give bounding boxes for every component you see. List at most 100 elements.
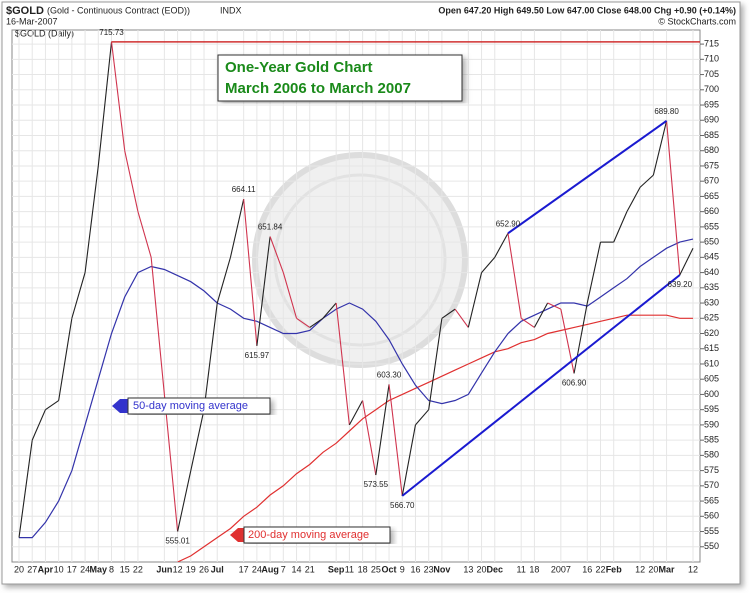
price-segment	[137, 211, 152, 258]
y-tick-label: 640	[704, 267, 719, 277]
x-tick-label: 19	[186, 564, 196, 574]
source: © StockCharts.com	[658, 16, 736, 26]
y-tick-label: 635	[704, 282, 719, 292]
value-label: 664.11	[232, 185, 256, 194]
y-tick-label: 620	[704, 328, 719, 338]
price-segment	[520, 317, 535, 328]
x-tick-label: Apr	[38, 564, 54, 574]
x-tick-label: May	[90, 564, 108, 574]
price-segment	[639, 174, 654, 188]
trend-line	[401, 274, 681, 497]
price-segment	[31, 409, 46, 441]
price-segment	[362, 400, 377, 476]
x-tick-label: 10	[54, 564, 64, 574]
value-label: 689.80	[654, 107, 679, 116]
x-tick-label: 12	[635, 564, 645, 574]
x-tick-label: 13	[463, 564, 473, 574]
y-tick-label: 675	[704, 160, 719, 170]
y-tick-label: 550	[704, 541, 719, 551]
y-tick-label: 660	[704, 206, 719, 216]
price-segment	[243, 199, 258, 346]
price-segment	[163, 394, 179, 532]
price-segment	[256, 236, 271, 346]
x-tick-label: 8	[109, 564, 114, 574]
price-segment	[58, 318, 73, 401]
y-tick-label: 590	[704, 419, 719, 429]
x-tick-label: 7	[281, 564, 286, 574]
x-tick-label: 23	[424, 564, 434, 574]
y-tick-label: 580	[704, 450, 719, 460]
x-tick-label: Nov	[433, 564, 450, 574]
x-tick-label: Oct	[382, 564, 397, 574]
plot-frame	[11, 29, 701, 563]
legend-label: 50-day moving average	[133, 400, 248, 412]
price-segment	[652, 120, 668, 176]
y-tick-label: 715	[704, 38, 719, 48]
panel-label: $GOLD (Daily)	[15, 28, 74, 38]
price-segment	[626, 187, 641, 212]
title-box: One-Year Gold Chart March 2006 to March …	[217, 54, 463, 102]
price-segment	[348, 400, 364, 426]
y-tick-label: 685	[704, 130, 719, 140]
price-segment	[547, 302, 562, 310]
trend-line	[507, 120, 668, 235]
ma50-callout: 50-day moving average	[112, 397, 271, 415]
y-tick-label: 645	[704, 252, 719, 262]
price-segment	[428, 318, 443, 410]
watermark	[252, 152, 468, 368]
value-label: 603.30	[377, 370, 402, 379]
y-tick-label: 680	[704, 145, 719, 155]
price-segment	[401, 424, 417, 496]
x-tick-label: 27	[27, 564, 37, 574]
x-tick-label: Aug	[261, 564, 279, 574]
price-segment	[335, 302, 350, 425]
stats: Open 647.20 High 649.50 Low 647.00 Close…	[438, 5, 736, 15]
price-segment	[269, 236, 284, 273]
x-tick-label: 15	[120, 564, 130, 574]
price-segment	[388, 384, 403, 496]
subtitle: March 2006 to March 2007	[225, 80, 411, 97]
exchange: INDX	[220, 5, 242, 15]
x-tick-label: Sep	[328, 564, 345, 574]
price-segment	[467, 272, 483, 328]
value-label: 555.01	[165, 537, 190, 546]
x-tick-label: 2007	[551, 564, 571, 574]
value-label: 573.55	[364, 480, 389, 489]
ma-line	[177, 314, 693, 562]
y-tick-label: 655	[704, 221, 719, 231]
y-tick-label: 695	[704, 99, 719, 109]
x-tick-label: 17	[239, 564, 249, 574]
price-segment	[613, 211, 628, 243]
x-tick-label: 22	[133, 564, 143, 574]
x-tick-label: 21	[305, 564, 315, 574]
y-tick-label: 585	[704, 435, 719, 445]
price-segment	[84, 165, 99, 273]
ma-line	[19, 238, 694, 539]
x-tick-label: 14	[292, 564, 302, 574]
price-segment	[296, 317, 311, 328]
x-tick-label: 11	[517, 564, 526, 574]
x-tick-label: 20	[14, 564, 24, 574]
y-tick-label: 615	[704, 343, 719, 353]
x-tick-label: 16	[582, 564, 592, 574]
value-label: 639.20	[668, 280, 693, 289]
x-tick-label: 20	[477, 564, 487, 574]
price-segment	[533, 302, 549, 328]
y-tick-label: 565	[704, 495, 719, 505]
y-tick-label: 690	[704, 115, 719, 125]
y-tick-label: 555	[704, 526, 719, 536]
x-tick-label: 20	[648, 564, 658, 574]
price-segment	[124, 150, 139, 212]
x-tick-label: 26	[199, 564, 209, 574]
date: 16-Mar-2007	[6, 16, 58, 26]
price-segment	[573, 302, 588, 374]
x-tick-label: 17	[67, 564, 77, 574]
x-tick-label: 12	[688, 564, 698, 574]
x-tick-label: 18	[529, 564, 539, 574]
x-tick-label: 18	[358, 564, 368, 574]
x-tick-label: 22	[595, 564, 605, 574]
x-tick-label: 12	[173, 564, 183, 574]
price-segment	[229, 199, 245, 258]
y-tick-label: 630	[704, 297, 719, 307]
